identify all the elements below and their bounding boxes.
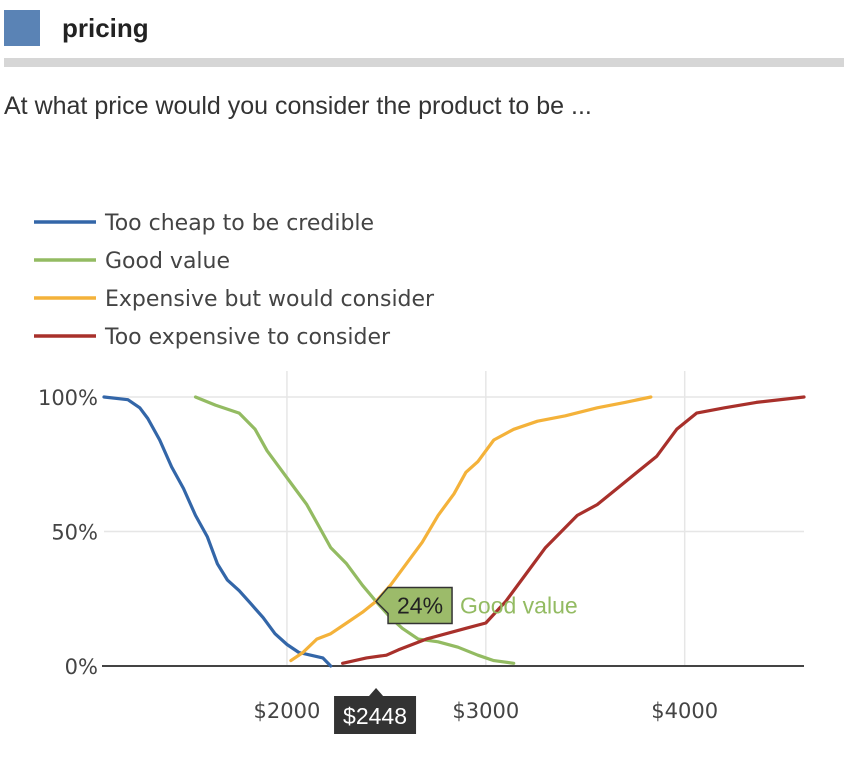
chart-gridlines	[104, 371, 804, 666]
chart-hover-overlay: $2448 24% Good value	[334, 586, 578, 734]
tooltip-series-name: Good value	[460, 592, 578, 618]
series-line	[289, 395, 653, 663]
legend-label: Too expensive to consider	[104, 325, 391, 350]
header-divider	[4, 58, 844, 67]
series-line	[102, 395, 333, 668]
series-line	[193, 395, 516, 665]
legend-label: Too cheap to be credible	[104, 211, 374, 236]
x-tick-label: $3000	[452, 699, 519, 723]
legend-label: Good value	[105, 249, 230, 274]
crosshair-label-box	[334, 696, 417, 734]
x-tick-label: $2000	[254, 699, 321, 723]
y-tick-label: 0%	[65, 655, 98, 679]
chart-legend: Too cheap to be credible Good value Expens…	[34, 211, 435, 350]
series-line	[341, 395, 806, 665]
x-tick-label: $4000	[651, 699, 718, 723]
page-header: pricing	[4, 8, 149, 48]
crosshair-label-text: $2448	[343, 703, 407, 729]
crosshair-label-pointer	[369, 688, 384, 696]
legend-label: Expensive but would consider	[105, 287, 435, 312]
page-title: pricing	[62, 12, 149, 43]
tooltip-box	[375, 586, 453, 625]
chart-series-lines	[102, 395, 806, 668]
tooltip-value: 24%	[397, 592, 443, 618]
y-tick-label: 100%	[38, 386, 98, 410]
chart-axes: 0% 50% 100% $2000 $3000 $4000	[38, 386, 804, 723]
question-text: At what price would you consider the pro…	[4, 92, 592, 120]
y-tick-label: 50%	[51, 521, 98, 545]
header-color-swatch	[4, 10, 40, 46]
